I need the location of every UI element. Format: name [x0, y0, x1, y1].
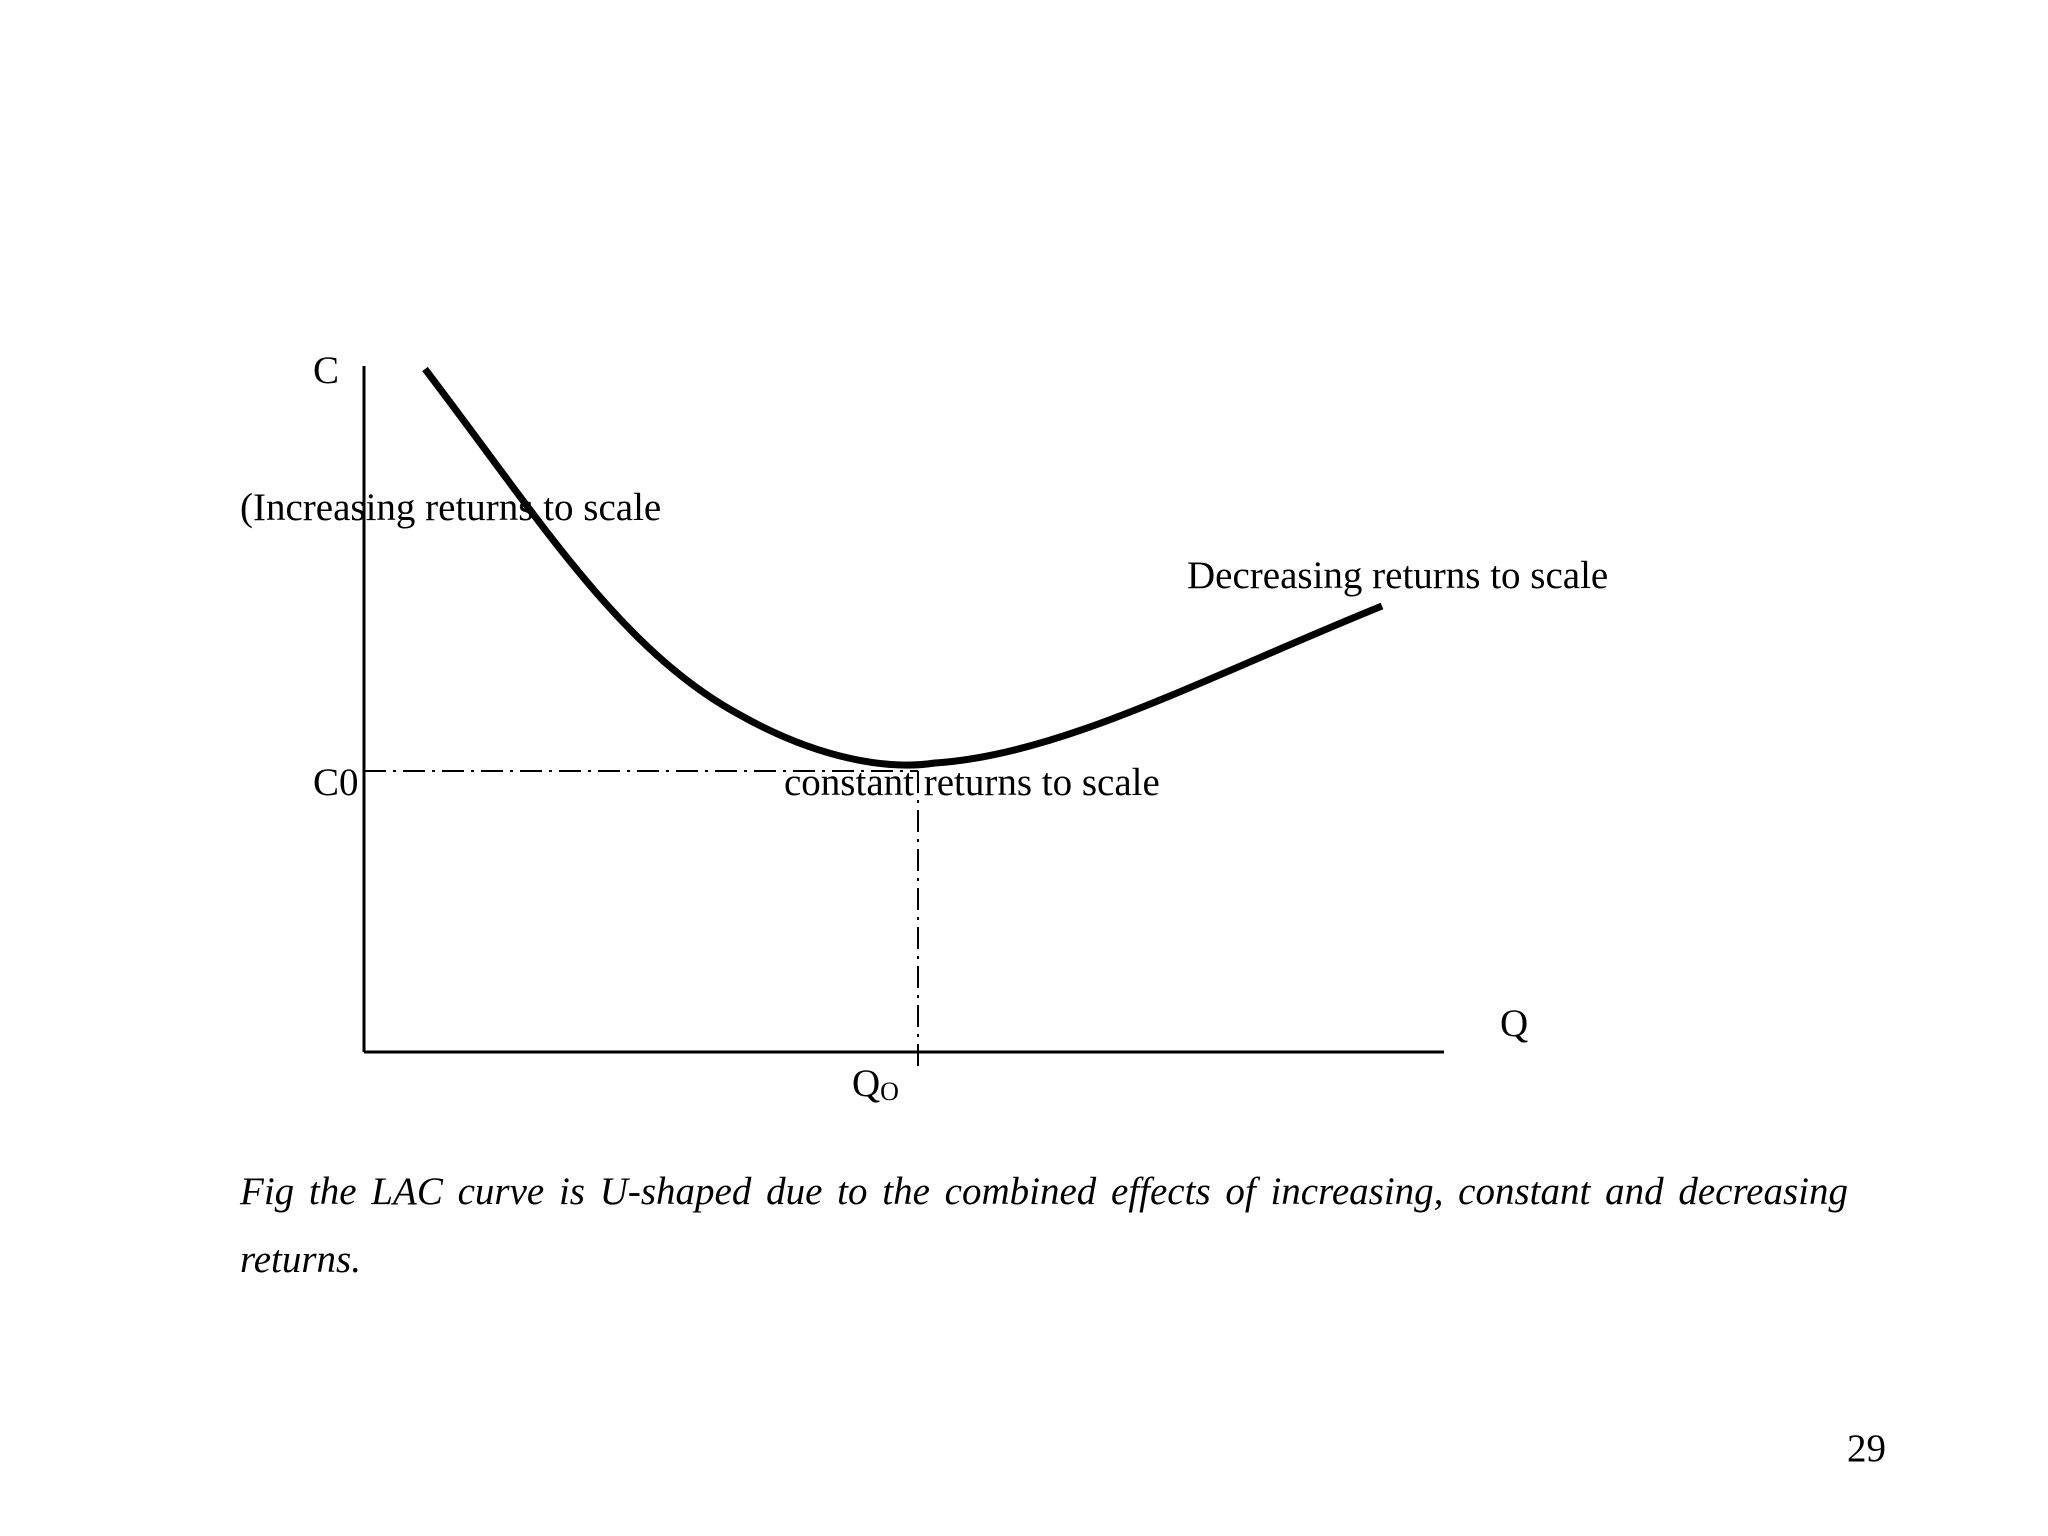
page-number: 29	[1847, 1427, 1886, 1470]
q0-label-main: Q	[852, 1062, 880, 1105]
y-axis-label: C	[313, 349, 339, 392]
increasing-returns-label: (Increasing returns to scale	[240, 486, 661, 529]
c0-label: C0	[313, 761, 359, 804]
figure-caption: Fig the LAC curve is U-shaped due to the…	[240, 1170, 1848, 1281]
q0-label: QO	[852, 1062, 899, 1106]
x-axis-label: Q	[1500, 1002, 1528, 1045]
lac-curve	[422, 366, 1384, 769]
q0-label-subscript: O	[880, 1077, 899, 1106]
constant-returns-label: constant returns to scale	[784, 761, 1160, 804]
decreasing-returns-label: Decreasing returns to scale	[1187, 554, 1608, 597]
